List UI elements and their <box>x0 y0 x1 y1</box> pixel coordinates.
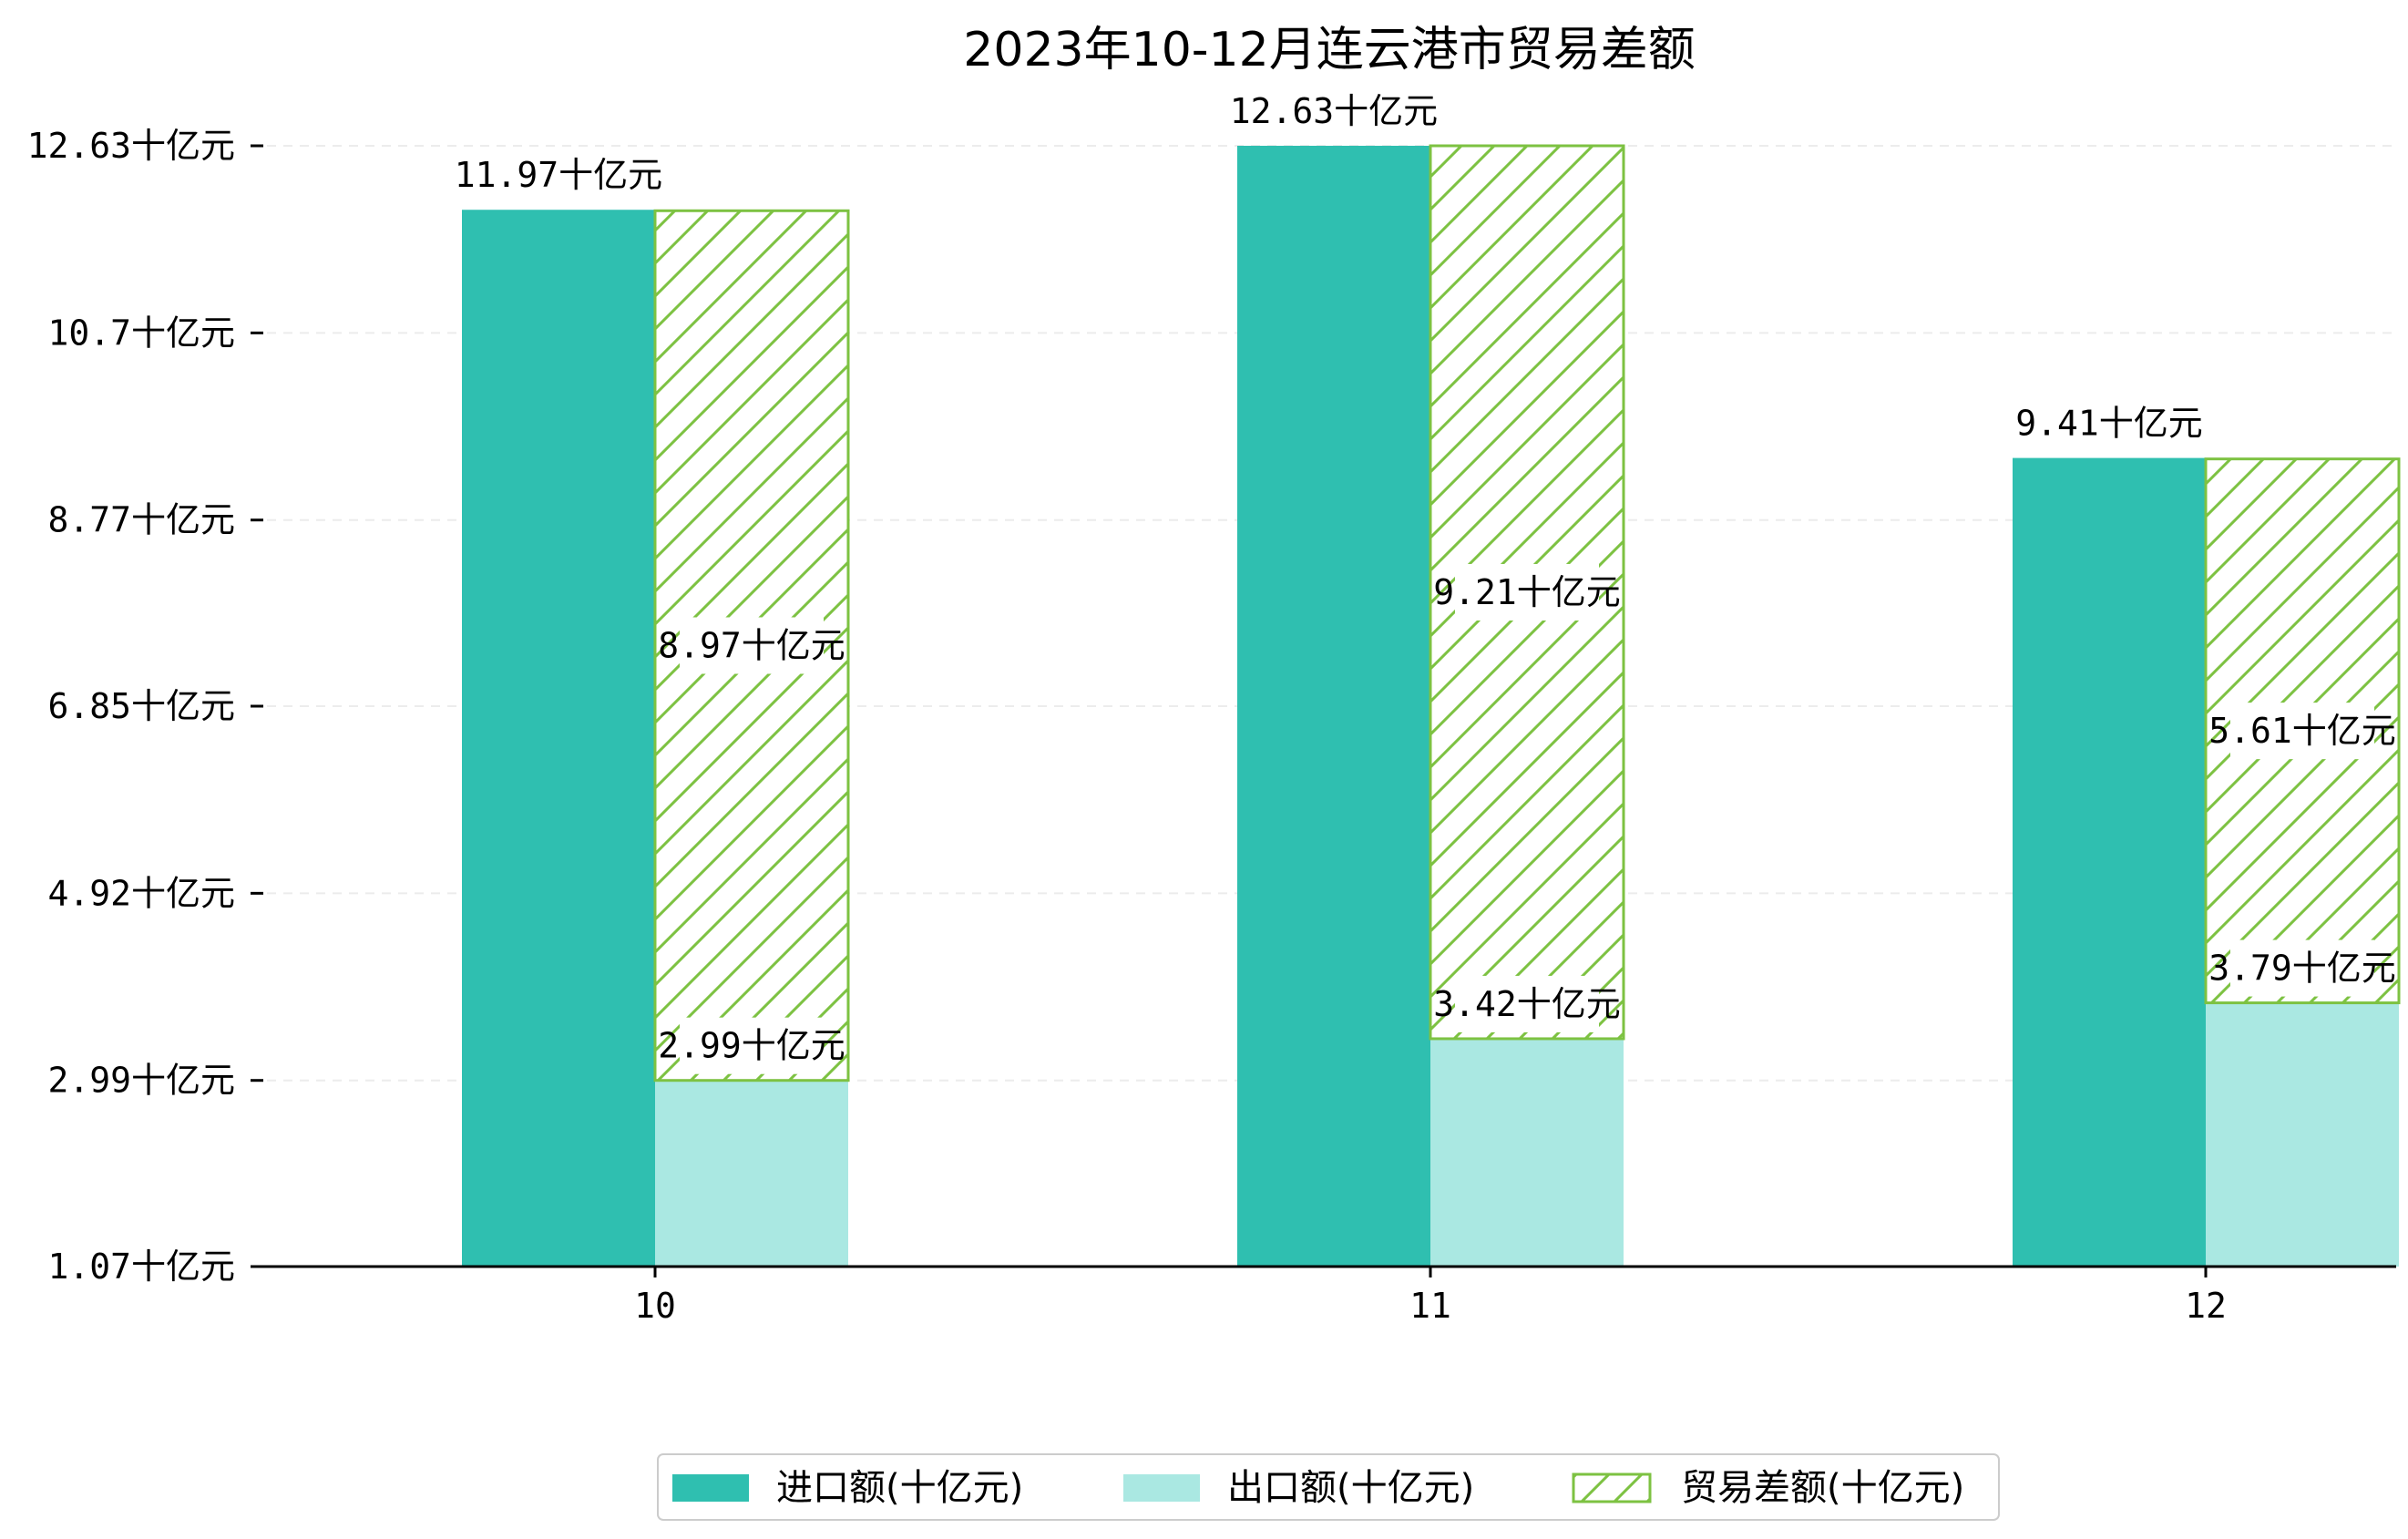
import-value-label: 11.97十亿元 <box>455 147 662 204</box>
bars-layer <box>462 144 2401 1267</box>
trade-balance-value-label-text: 9.21十亿元 <box>1433 572 1621 612</box>
legend-frame <box>657 1453 2000 1521</box>
export-value-label: 3.42十亿元 <box>1433 975 1621 1032</box>
y-tick-label: 12.63十亿元 <box>27 126 235 166</box>
export-value-label: 2.99十亿元 <box>658 1017 845 1074</box>
trade-balance-value-label: 5.61十亿元 <box>2208 703 2396 760</box>
export-value-label-bg <box>1455 975 1599 1032</box>
legend-label-balance: 贸易差额(十亿元) <box>1681 1467 1964 1509</box>
legend-swatch-import <box>672 1474 749 1502</box>
export-bar <box>655 1080 848 1267</box>
export-bar <box>2206 1002 2399 1267</box>
import-value-label-text: 12.63十亿元 <box>1230 91 1438 131</box>
trade-balance-value-label-text: 5.61十亿元 <box>2208 711 2396 751</box>
legend-swatch-export <box>1123 1474 1200 1502</box>
chart-title: 2023年10-12月连云港市贸易差额 <box>963 23 1695 77</box>
export-value-label: 3.79十亿元 <box>2208 939 2396 997</box>
export-bar <box>1430 1038 1624 1267</box>
y-tick-label: 4.92十亿元 <box>47 873 235 913</box>
import-bar <box>462 210 655 1267</box>
y-axis: 1.07十亿元 2.99十亿元 4.92十亿元 6.85十亿元 8.77十亿元 10.7十… <box>27 126 263 1287</box>
export-value-label-text: 3.79十亿元 <box>2208 949 2396 989</box>
y-tick-label: 10.7十亿元 <box>47 313 235 353</box>
trade-balance-value-label-bg <box>2230 703 2374 760</box>
export-value-label-bg <box>680 1017 824 1074</box>
trade-balance-value-label-bg <box>1455 563 1599 621</box>
x-tick-label: 12 <box>2185 1286 2227 1326</box>
trade-balance-value-label: 9.21十亿元 <box>1433 563 1621 621</box>
import-value-label: 9.41十亿元 <box>2015 395 2203 452</box>
export-value-label-text: 2.99十亿元 <box>658 1026 845 1066</box>
import-value-label-text: 11.97十亿元 <box>455 155 662 195</box>
trade-balance-value-label-text: 8.97十亿元 <box>658 625 845 665</box>
x-axis: 10 11 12 <box>634 1267 2227 1326</box>
import-value-label-bg <box>476 147 640 204</box>
legend-swatch-balance <box>1572 1472 1652 1503</box>
trade-balance-value-label: 8.97十亿元 <box>658 617 845 674</box>
import-value-label: 12.63十亿元 <box>1230 83 1438 139</box>
x-tick-label: 11 <box>1409 1286 1451 1326</box>
import-bar <box>2013 457 2206 1267</box>
y-tick-label: 2.99十亿元 <box>47 1061 235 1101</box>
data-labels-layer: 11.97十亿元 2.99十亿元 8.97十亿元 12.63十亿元 3.42十亿元 9.2… <box>455 83 2396 1074</box>
legend: 进口额(十亿元) 出口额(十亿元) 贸易差额(十亿元) <box>657 1453 2000 1521</box>
y-tick-label: 6.85十亿元 <box>47 686 235 726</box>
x-tick-label: 10 <box>634 1286 676 1326</box>
export-value-label-bg <box>2230 939 2374 997</box>
y-tick-label: 1.07十亿元 <box>47 1247 235 1287</box>
import-bar <box>1237 146 1430 1267</box>
legend-label-export: 出口额(十亿元) <box>1227 1467 1474 1509</box>
y-tick-label: 8.77十亿元 <box>47 500 235 540</box>
import-value-label-bg <box>1252 83 1416 139</box>
trade-balance-value-label-bg <box>680 617 824 674</box>
legend-label-import: 进口额(十亿元) <box>776 1467 1023 1509</box>
export-value-label-text: 3.42十亿元 <box>1433 984 1621 1024</box>
import-value-label-text: 9.41十亿元 <box>2015 404 2203 444</box>
import-value-label-bg <box>2037 395 2181 452</box>
